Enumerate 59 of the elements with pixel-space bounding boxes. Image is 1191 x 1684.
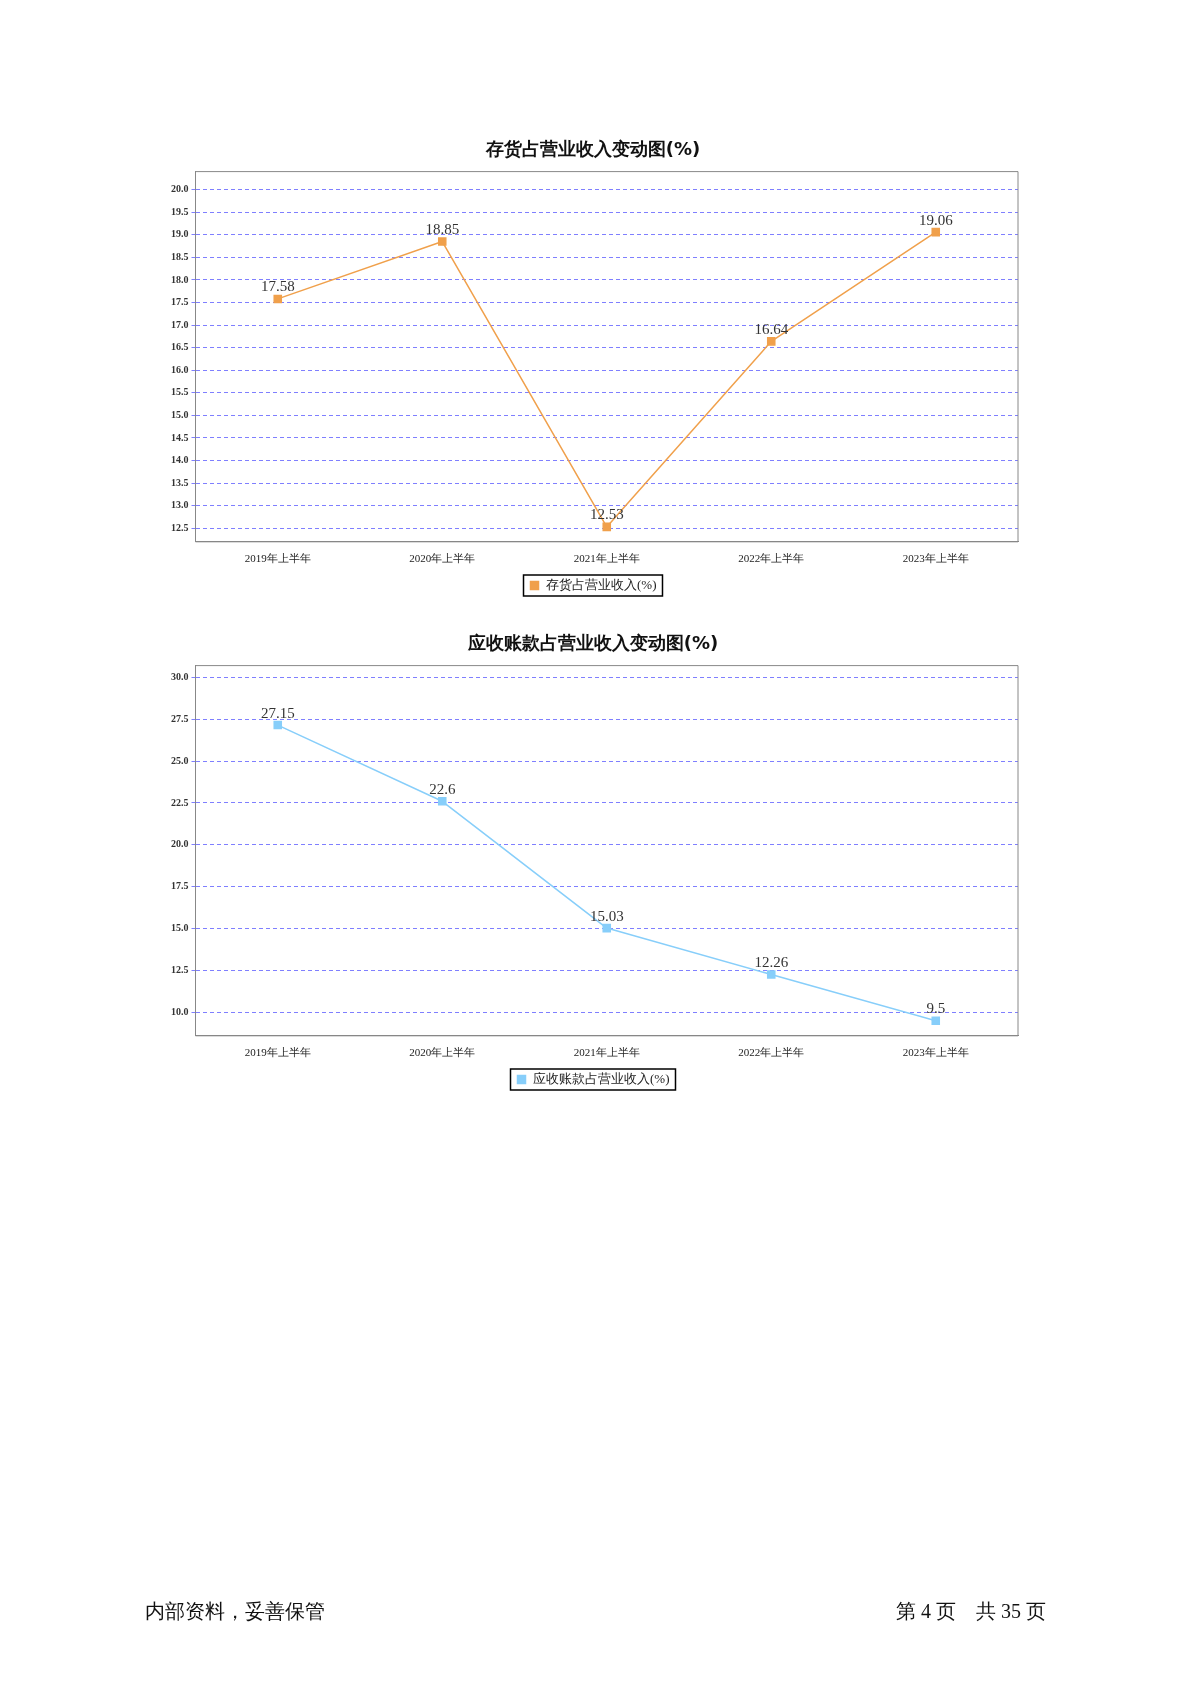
y-tick-label: 20.0 — [171, 183, 189, 195]
x-tick-label: 2020年上半年 — [409, 1046, 476, 1059]
text: 第 4 页 共 35 页 — [896, 1599, 1046, 1624]
legend-label: 存货占营业收入(%) — [546, 576, 657, 592]
point — [931, 1016, 941, 1026]
y-tick-label: 15.5 — [171, 386, 189, 398]
y-tick-label: 18.5 — [171, 250, 189, 262]
point — [602, 923, 612, 933]
y-tick-label: 17.0 — [171, 318, 189, 330]
y-tick-label: 22.5 — [171, 796, 189, 808]
point — [437, 237, 447, 246]
x-tick-label: 2021年上半年 — [573, 1046, 640, 1059]
x-tick-label: 2023年上半年 — [902, 552, 969, 565]
y-tick-label: 17.5 — [171, 880, 189, 892]
y-tick-label: 14.5 — [171, 431, 189, 443]
x-tick-label: 2022年上半年 — [738, 552, 805, 565]
chart-title: 应收账款占营业收入变动图(%) — [466, 632, 719, 654]
data-label: 12.26 — [754, 953, 789, 970]
x-tick-label: 2019年上半年 — [244, 552, 311, 565]
data-label: 17.58 — [260, 278, 295, 295]
data-label: 19.06 — [918, 211, 954, 228]
y-tick-label: 16.5 — [171, 341, 189, 353]
point — [931, 227, 941, 237]
y-tick-label: 19.5 — [171, 205, 189, 217]
data-label: 27.15 — [260, 704, 295, 721]
point — [273, 294, 283, 304]
y-tick-label: 17.5 — [171, 296, 189, 308]
data-label: 9.5 — [926, 1000, 946, 1017]
chart-title: 存货占营业收入变动图(%) — [484, 138, 701, 160]
y-tick-label: 15.0 — [171, 408, 189, 420]
point — [766, 970, 776, 979]
y-tick-label: 20.0 — [171, 838, 189, 850]
y-tick-label: 15.0 — [171, 922, 189, 934]
x-tick-label: 2022年上半年 — [738, 1046, 805, 1059]
y-tick-label: 19.0 — [171, 228, 189, 240]
y-tick-label: 18.0 — [171, 273, 189, 285]
y-tick-label: 13.5 — [171, 476, 189, 488]
text: 内部资料，妥善保管 — [145, 1599, 325, 1624]
x-tick-label: 2021年上半年 — [573, 552, 640, 565]
y-tick-label: 12.5 — [171, 964, 189, 976]
y-tick-label: 25.0 — [171, 754, 189, 766]
data-label: 15.03 — [589, 907, 624, 924]
data-label: 22.6 — [429, 780, 456, 797]
y-tick-label: 27.5 — [171, 712, 189, 724]
point — [602, 522, 612, 532]
x-tick-label: 2019年上半年 — [244, 1046, 311, 1059]
y-tick-label: 30.0 — [171, 670, 189, 682]
point — [273, 720, 283, 730]
y-tick-label: 12.5 — [171, 521, 189, 533]
point — [766, 337, 776, 346]
x-tick-label: 2023年上半年 — [902, 1046, 969, 1059]
y-tick-label: 13.0 — [171, 499, 189, 511]
y-tick-label: 16.0 — [171, 363, 189, 375]
data-label: 18.85 — [425, 221, 460, 238]
point — [437, 797, 447, 806]
y-tick-label: 10.0 — [171, 1005, 189, 1017]
legend-label: 应收账款占营业收入(%) — [533, 1070, 670, 1086]
x-tick-label: 2020年上半年 — [409, 552, 476, 565]
y-tick-label: 14.0 — [171, 454, 189, 466]
